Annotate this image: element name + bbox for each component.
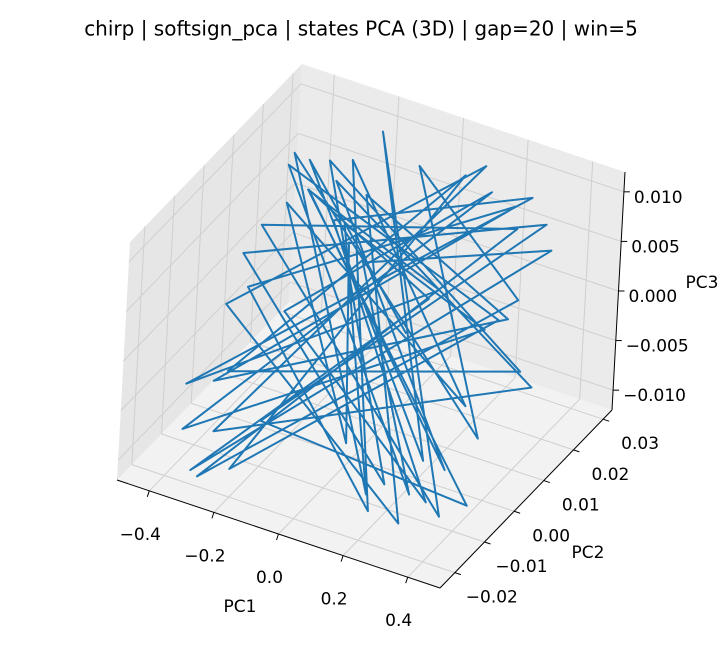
grid-line bbox=[131, 464, 455, 574]
x-tick-label: −0.4 bbox=[120, 525, 161, 545]
tick-mark bbox=[276, 533, 279, 541]
y-tick-label: 0.02 bbox=[592, 465, 630, 485]
tick-mark bbox=[340, 555, 344, 562]
tick-mark bbox=[211, 512, 215, 519]
tick-mark bbox=[573, 449, 580, 453]
y-tick-label: 0.00 bbox=[532, 526, 570, 546]
grid-line bbox=[300, 83, 625, 193]
grid-line bbox=[342, 377, 516, 556]
x-tick-label: 0.4 bbox=[385, 611, 412, 631]
grid-line bbox=[220, 372, 544, 482]
y-tick-label: −0.01 bbox=[495, 557, 547, 577]
z-tick-label: 0.000 bbox=[629, 287, 678, 307]
x-tick-label: 0.2 bbox=[321, 590, 348, 610]
tick-mark bbox=[146, 490, 150, 497]
x-axis-label: PC1 bbox=[224, 597, 257, 617]
grid-line bbox=[213, 334, 387, 513]
tick-mark bbox=[513, 510, 521, 514]
grid-line bbox=[120, 232, 294, 411]
grid-line bbox=[128, 83, 302, 263]
y-tick-label: 0.01 bbox=[562, 496, 600, 516]
grid-line bbox=[295, 182, 619, 292]
grid-line bbox=[148, 312, 322, 492]
tick-mark bbox=[454, 572, 461, 576]
x-tick-label: 0.0 bbox=[256, 568, 283, 588]
grid-line bbox=[125, 133, 299, 312]
z-axis-label: PC3 bbox=[686, 273, 719, 293]
z-tick-label: −0.010 bbox=[623, 386, 686, 406]
chart-title: chirp | softsign_pca | states PCA (3D) |… bbox=[84, 17, 638, 41]
z-tick-label: 0.010 bbox=[634, 188, 683, 208]
z-tick-label: −0.005 bbox=[626, 337, 689, 357]
y-tick-label: 0.03 bbox=[621, 434, 659, 454]
tick-mark bbox=[543, 480, 550, 484]
tick-mark bbox=[602, 418, 610, 422]
grid-line bbox=[123, 182, 296, 362]
grid-line bbox=[298, 132, 622, 242]
tick-mark bbox=[405, 577, 409, 584]
tick-mark bbox=[484, 541, 491, 545]
y-tick-label: −0.02 bbox=[466, 588, 518, 608]
x-tick-label: −0.2 bbox=[184, 546, 225, 566]
x-axis bbox=[116, 479, 441, 589]
grid-line bbox=[407, 398, 581, 578]
y-axis bbox=[439, 409, 613, 589]
z-axis bbox=[611, 171, 626, 411]
data-line bbox=[181, 130, 553, 525]
z-tick-label: 0.005 bbox=[631, 237, 680, 257]
y-axis-label: PC2 bbox=[572, 543, 605, 563]
